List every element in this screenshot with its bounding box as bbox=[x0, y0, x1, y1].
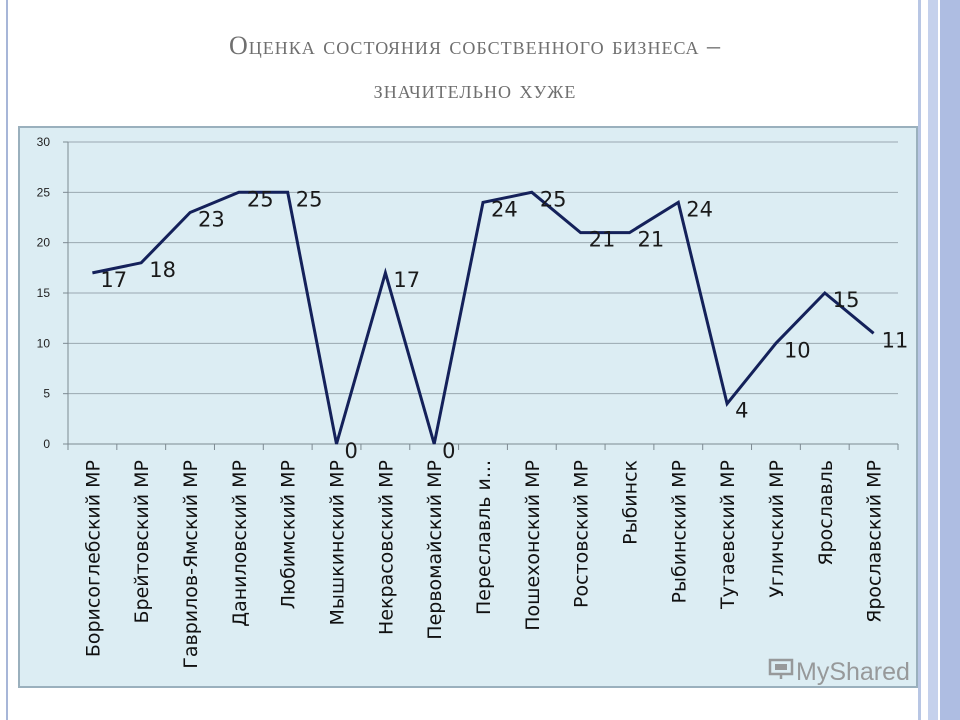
x-category-label: Гаврилов-Ямский МР bbox=[180, 460, 202, 669]
y-tick-label: 25 bbox=[37, 185, 51, 199]
slide-right-border bbox=[918, 0, 960, 720]
y-tick-label: 10 bbox=[37, 336, 51, 350]
data-label: 18 bbox=[149, 258, 176, 282]
x-category-label: Некрасовский МР bbox=[375, 460, 397, 635]
x-category-label: Мышкинский МР bbox=[327, 460, 349, 626]
slide-title-line2: значительно хуже bbox=[373, 75, 577, 104]
watermark-text: MyShared bbox=[796, 658, 910, 686]
x-category-label: Брейтовский МР bbox=[131, 460, 153, 624]
x-category-label: Угличский МР bbox=[766, 460, 788, 598]
myshared-watermark: MyShared bbox=[768, 658, 910, 687]
x-axis-categories: Борисоглебский МР Брейтовский МР Гаврилов-… bbox=[82, 460, 885, 669]
data-label: 17 bbox=[100, 268, 127, 292]
slide-title: Оценка состояния собственного бизнеса – … bbox=[60, 24, 890, 112]
y-tick-label: 20 bbox=[37, 236, 51, 250]
y-axis-ticks: 0 5 10 15 20 25 30 bbox=[37, 135, 68, 451]
slide-left-border bbox=[0, 0, 14, 720]
data-label: 21 bbox=[637, 228, 664, 252]
data-label: 0 bbox=[442, 439, 455, 463]
data-label: 24 bbox=[491, 197, 518, 221]
series-line bbox=[92, 190, 875, 445]
data-label: 23 bbox=[198, 207, 225, 231]
data-label: 25 bbox=[540, 187, 567, 211]
gridlines bbox=[68, 141, 898, 395]
data-labels: 17 18 23 25 25 0 17 0 24 25 21 21 24 4 10 15 11 bbox=[100, 187, 908, 463]
data-label: 25 bbox=[296, 187, 323, 211]
y-tick-label: 15 bbox=[37, 286, 51, 300]
x-category-label: Любимский МР bbox=[278, 460, 300, 609]
chart-area bbox=[18, 126, 918, 688]
y-tick-label: 30 bbox=[37, 135, 51, 149]
y-tick-label: 0 bbox=[43, 437, 50, 451]
slide-title-line1: Оценка состояния собственного бизнеса – bbox=[228, 31, 722, 60]
axes bbox=[67, 142, 899, 450]
x-category-label: Первомайский МР bbox=[424, 460, 446, 640]
x-category-label: Ростовский МР bbox=[571, 460, 593, 608]
x-category-label: Борисоглебский МР bbox=[82, 460, 104, 657]
x-category-label: Ярославль bbox=[815, 460, 837, 566]
data-label: 0 bbox=[345, 439, 358, 463]
presentation-icon bbox=[768, 658, 794, 683]
data-label: 11 bbox=[882, 328, 909, 352]
y-tick-label: 5 bbox=[43, 387, 50, 401]
x-category-label: Пошехонский МР bbox=[522, 460, 544, 631]
x-category-label: Рыбинский МР bbox=[668, 460, 690, 603]
data-label: 25 bbox=[247, 187, 274, 211]
x-category-label: Рыбинск bbox=[619, 460, 641, 545]
data-label: 21 bbox=[589, 228, 616, 252]
data-label: 17 bbox=[393, 268, 420, 292]
data-label: 10 bbox=[784, 338, 811, 362]
data-label: 15 bbox=[833, 288, 860, 312]
data-label: 24 bbox=[686, 197, 713, 221]
x-category-label: Ярославский МР bbox=[864, 460, 886, 623]
data-label: 4 bbox=[735, 399, 748, 423]
x-category-label: Переславль и... bbox=[473, 460, 495, 615]
x-category-label: Тутаевский МР bbox=[717, 460, 739, 610]
x-category-label: Даниловский МР bbox=[229, 460, 251, 627]
